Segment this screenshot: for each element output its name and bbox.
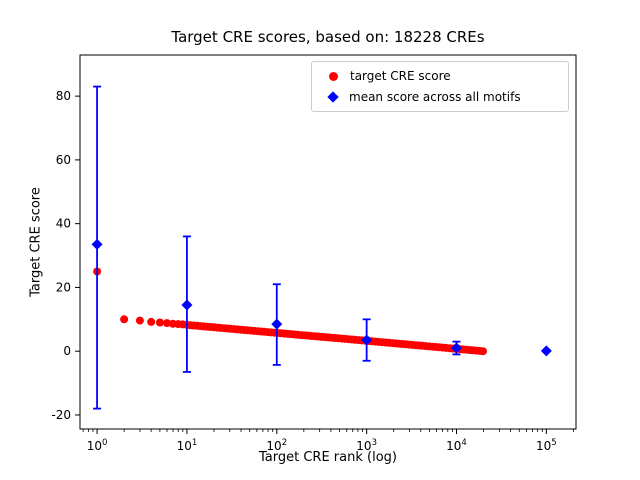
svg-text:80: 80 (56, 89, 71, 103)
svg-text:103: 103 (356, 438, 377, 453)
legend-label: target CRE score (350, 69, 451, 83)
red-scatter-series (93, 267, 487, 356)
legend-item-mean-score: mean score across all motifs (320, 90, 560, 104)
svg-text:20: 20 (56, 280, 71, 294)
legend-label: mean score across all motifs (349, 90, 521, 104)
y-axis-ticks: -20 0 20 40 60 80 (51, 89, 80, 422)
svg-text:105: 105 (536, 438, 557, 453)
legend: target CRE score mean score across all m… (311, 61, 569, 112)
y-axis-label: Target CRE score (28, 187, 44, 297)
svg-text:104: 104 (446, 438, 467, 453)
red-circle-marker-icon (329, 71, 338, 81)
svg-text:-20: -20 (51, 408, 71, 422)
svg-text:60: 60 (56, 153, 71, 167)
axes-frame (79, 54, 577, 430)
svg-text:0: 0 (63, 344, 71, 358)
x-axis-ticks: 100 101 102 103 104 105 (87, 429, 557, 453)
svg-text:101: 101 (177, 438, 198, 453)
svg-text:102: 102 (266, 438, 287, 453)
blue-diamond-marker-icon (327, 91, 339, 103)
svg-text:40: 40 (56, 217, 71, 231)
blue-errorbar-series (91, 85, 552, 410)
x-axis-label: Target CRE rank (log) (259, 450, 397, 465)
legend-item-target-score: target CRE score (320, 69, 560, 83)
chart-title: Target CRE scores, based on: 18228 CREs (171, 28, 485, 46)
svg-text:100: 100 (87, 438, 108, 453)
x-axis-minor-ticks (82, 429, 574, 432)
